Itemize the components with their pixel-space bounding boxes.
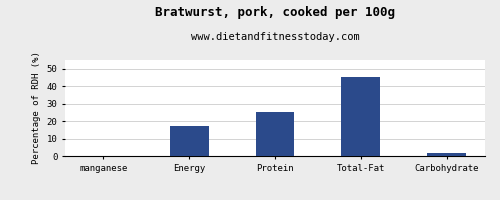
Text: www.dietandfitnesstoday.com: www.dietandfitnesstoday.com bbox=[190, 32, 360, 42]
Bar bbox=[256, 112, 294, 156]
Text: Bratwurst, pork, cooked per 100g: Bratwurst, pork, cooked per 100g bbox=[155, 6, 395, 19]
Bar bbox=[428, 153, 466, 156]
Y-axis label: Percentage of RDH (%): Percentage of RDH (%) bbox=[32, 52, 41, 164]
Bar bbox=[342, 77, 380, 156]
Bar bbox=[170, 126, 208, 156]
